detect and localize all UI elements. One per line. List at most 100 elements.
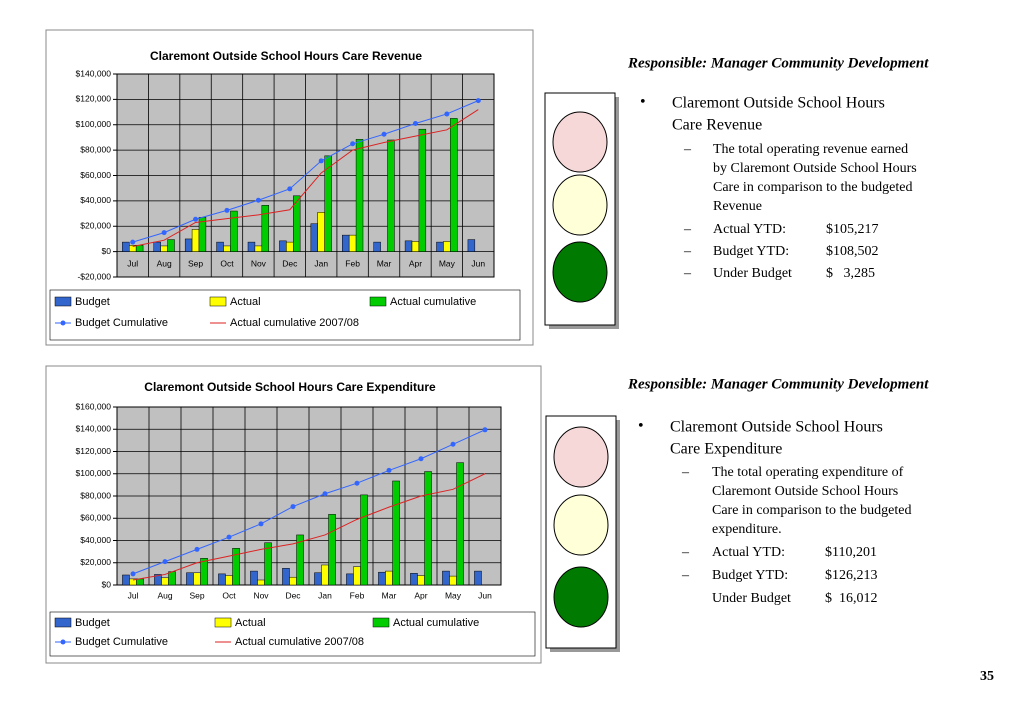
bar xyxy=(286,241,294,252)
row-label: Under Budget xyxy=(712,591,791,606)
detail-text: by Claremont Outside School Hours xyxy=(713,161,917,176)
bar xyxy=(184,238,193,252)
bar xyxy=(436,241,444,252)
bar xyxy=(324,155,332,252)
bar xyxy=(314,572,322,586)
bar xyxy=(200,558,208,586)
y-tick-label: $60,000 xyxy=(80,513,111,523)
x-tick-label: Aug xyxy=(157,259,172,269)
legend-label: Actual cumulative xyxy=(393,617,479,629)
bar xyxy=(167,239,175,252)
detail-text: Care in comparison to the budgeted xyxy=(712,503,911,518)
bullet: • xyxy=(638,418,644,435)
legend-swatch xyxy=(372,617,390,628)
bar xyxy=(424,471,432,586)
bar xyxy=(385,570,393,586)
bar xyxy=(410,573,418,586)
bar xyxy=(342,234,350,252)
bar xyxy=(450,118,458,252)
y-tick-label: $0 xyxy=(102,246,112,256)
y-tick-label: $40,000 xyxy=(80,535,111,545)
y-tick-label: $60,000 xyxy=(80,170,111,180)
y-tick-label: $120,000 xyxy=(76,94,112,104)
bar xyxy=(216,241,224,252)
legend-label: Actual xyxy=(230,296,261,308)
bar xyxy=(264,542,272,586)
bar xyxy=(296,534,304,586)
legend-label: Actual cumulative 2007/08 xyxy=(230,317,359,329)
line-marker xyxy=(318,158,324,164)
bar xyxy=(136,578,144,586)
line-marker xyxy=(386,467,392,473)
x-tick-label: Aug xyxy=(157,590,172,600)
bar xyxy=(310,223,319,252)
bar xyxy=(247,241,256,252)
bar xyxy=(186,572,194,586)
x-tick-label: Feb xyxy=(345,259,360,269)
row-value: $ 3,285 xyxy=(826,266,875,281)
bar xyxy=(218,573,226,586)
row-label: Budget YTD: xyxy=(713,244,789,259)
y-tick-label: $140,000 xyxy=(76,424,112,434)
heading: Responsible: Manager Community Developme… xyxy=(627,376,929,392)
bar xyxy=(442,570,450,586)
legend-swatch xyxy=(54,617,72,628)
line-marker xyxy=(130,571,136,577)
line-marker xyxy=(350,141,356,147)
bar xyxy=(467,239,476,252)
bar xyxy=(328,514,336,586)
traffic-light xyxy=(544,92,619,329)
x-tick-label: Apr xyxy=(414,590,427,600)
line xyxy=(132,100,479,243)
bar xyxy=(161,577,169,586)
legend-label: Actual xyxy=(235,617,266,629)
legend-label: Actual cumulative xyxy=(390,296,476,308)
bar xyxy=(404,240,413,252)
legend-box xyxy=(49,289,521,341)
line-marker xyxy=(194,546,200,552)
x-tick-label: May xyxy=(445,590,462,600)
bar xyxy=(355,139,364,252)
line-marker xyxy=(475,98,481,104)
line-marker xyxy=(444,111,450,117)
dash: – xyxy=(683,244,692,259)
y-tick-label: $80,000 xyxy=(80,490,111,500)
bar xyxy=(168,571,176,586)
bar xyxy=(321,564,329,586)
red-light xyxy=(552,111,608,173)
bar xyxy=(443,241,451,252)
bar xyxy=(373,241,381,252)
bar xyxy=(392,480,400,586)
row-value: $110,201 xyxy=(825,545,877,560)
line-marker xyxy=(258,521,264,527)
x-tick-label: Apr xyxy=(409,259,422,269)
bar xyxy=(456,462,464,586)
x-tick-label: Dec xyxy=(285,590,301,600)
line-marker xyxy=(224,207,230,213)
row-value: $126,213 xyxy=(825,568,878,583)
bar xyxy=(449,575,457,586)
row-label: Actual YTD: xyxy=(712,545,785,560)
line-marker xyxy=(290,504,296,510)
dash: – xyxy=(681,568,690,583)
detail-text: The total operating expenditure of xyxy=(712,465,904,480)
page-number: 35 xyxy=(980,669,994,684)
detail-text: Care in comparison to the budgeted xyxy=(713,180,912,195)
bar xyxy=(417,575,425,586)
row-value: $ 16,012 xyxy=(825,591,878,606)
line-marker xyxy=(412,120,418,126)
traffic-light xyxy=(545,415,620,652)
y-tick-label: $20,000 xyxy=(80,221,111,231)
line-marker xyxy=(482,427,488,433)
detail-text: expenditure. xyxy=(712,522,782,537)
legend-swatch xyxy=(209,296,227,307)
bullet-text: Claremont Outside School Hours xyxy=(670,419,883,436)
detail-text: Claremont Outside School Hours xyxy=(712,484,898,499)
bullet: • xyxy=(640,94,646,111)
bullet-text: Care Revenue xyxy=(672,117,762,134)
x-tick-label: Jan xyxy=(314,259,328,269)
green-light xyxy=(552,241,608,303)
line-marker xyxy=(255,197,261,203)
y-tick-label: -$20,000 xyxy=(77,271,111,281)
